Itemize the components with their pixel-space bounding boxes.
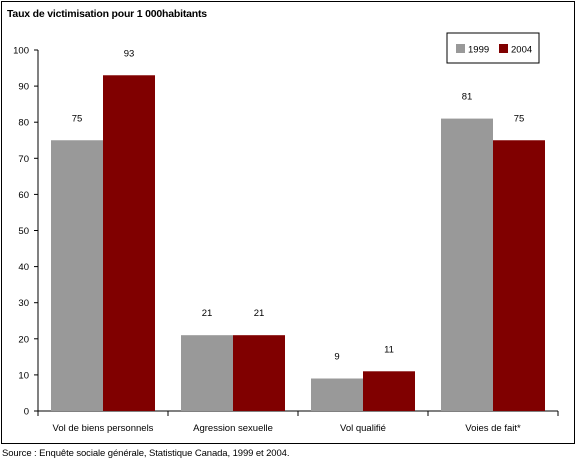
legend-label: 1999 (468, 45, 489, 56)
bar-2004-4 (493, 140, 545, 411)
data-label: 93 (124, 48, 135, 59)
y-tick-label: 10 (18, 370, 29, 381)
y-tick-label: 0 (24, 407, 29, 418)
bar-1999-1 (51, 140, 103, 411)
x-tick-label: Vol qualifié (340, 423, 386, 434)
data-label: 21 (202, 308, 213, 319)
source-note: Source : Enquête sociale générale, Stati… (2, 448, 290, 459)
chart-title: Taux de victimisation pour 1 000habitant… (7, 8, 207, 20)
x-tick-label: Vol de biens personnels (53, 423, 154, 434)
y-tick-label: 100 (13, 46, 29, 57)
x-tick-label: Voies de fait* (465, 423, 521, 434)
data-label: 81 (462, 92, 473, 103)
y-tick-label: 30 (18, 298, 29, 309)
data-label: 11 (384, 344, 394, 355)
y-tick-label: 80 (18, 118, 29, 129)
y-tick-label: 70 (18, 154, 29, 165)
x-tick-label: Agression sexuelle (193, 423, 273, 434)
y-tick-label: 50 (18, 226, 29, 237)
y-tick-label: 20 (18, 334, 29, 345)
legend-swatch-2004 (499, 44, 508, 53)
data-label: 9 (334, 352, 339, 363)
data-label: 75 (72, 113, 83, 124)
bar-2004-1 (103, 75, 155, 412)
legend-swatch-1999 (456, 44, 465, 53)
bar-2004-3 (363, 371, 415, 411)
bar-1999-2 (181, 335, 233, 411)
y-tick-label: 60 (18, 190, 29, 201)
y-tick-label: 90 (18, 82, 29, 93)
bar-2004-2 (233, 335, 285, 411)
y-tick-label: 40 (18, 262, 29, 273)
bar-chart: 0 10 20 30 40 50 60 70 80 90 100 75 93 Vol de biens p… (13, 32, 559, 434)
bar-1999-4 (441, 118, 493, 411)
data-label: 21 (254, 308, 265, 319)
data-label: 75 (514, 113, 525, 124)
legend-label: 2004 (511, 45, 532, 56)
bar-1999-3 (311, 378, 363, 411)
